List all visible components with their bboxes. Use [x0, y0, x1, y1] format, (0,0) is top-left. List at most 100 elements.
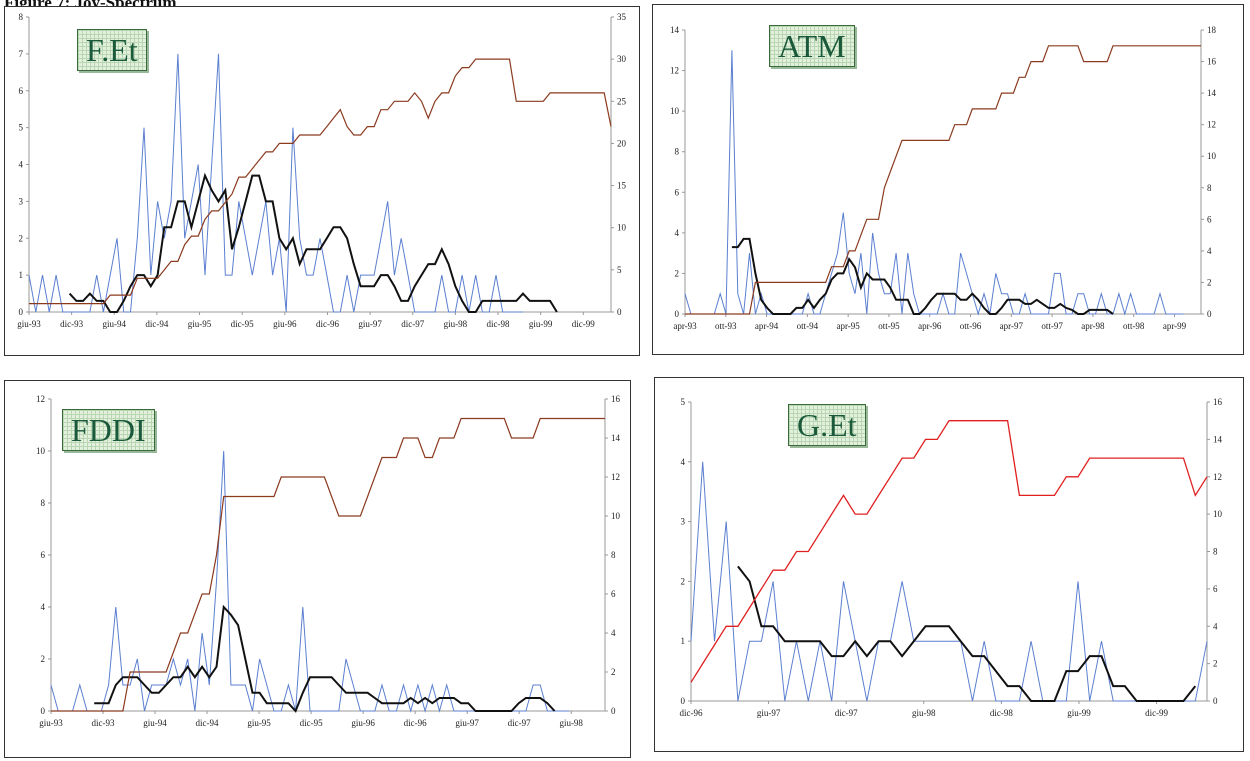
xtick-label: dic-99: [572, 319, 595, 329]
xtick-label: dic-95: [231, 319, 254, 329]
ytick-left-label: 12: [36, 394, 45, 404]
xtick-label: dic-96: [680, 708, 703, 718]
ytick-right-label: 14: [611, 433, 621, 443]
ytick-left-label: 10: [670, 106, 680, 116]
ytick-left-label: 0: [41, 706, 46, 716]
ytick-right-label: 14: [1207, 88, 1217, 98]
ytick-left-label: 2: [41, 654, 46, 664]
ytick-left-label: 14: [670, 25, 680, 35]
ytick-right-label: 16: [611, 394, 621, 404]
xtick-label: giu-95: [188, 319, 212, 329]
xtick-label: apr-97: [1000, 321, 1024, 331]
xtick-label: apr-93: [673, 321, 697, 331]
ytick-left-label: 12: [670, 66, 679, 76]
ytick-right-label: 14: [1213, 434, 1223, 444]
series-line-cum_red: [690, 420, 1208, 683]
ytick-left-label: 7: [19, 49, 24, 59]
xtick-label: apr-96: [918, 321, 942, 331]
xtick-label: dic-94: [145, 319, 168, 329]
ytick-right-label: 5: [617, 265, 622, 275]
xtick-label: giu-94: [103, 319, 127, 329]
xtick-label: giu-96: [273, 319, 297, 329]
ytick-left-label: 2: [675, 268, 680, 278]
xtick-label: giu-97: [455, 718, 479, 728]
xtick-label: ott-94: [797, 321, 819, 331]
ytick-left-label: 1: [19, 270, 24, 280]
ytick-left-label: 4: [19, 160, 24, 170]
ytick-left-label: 5: [681, 397, 686, 407]
ytick-right-label: 6: [611, 589, 616, 599]
xtick-label: ott-93: [715, 321, 737, 331]
ytick-right-label: 12: [611, 472, 620, 482]
ytick-right-label: 16: [1213, 397, 1223, 407]
ytick-left-label: 0: [19, 307, 24, 317]
series-line-avg: [68, 172, 558, 313]
ytick-right-label: 10: [1207, 151, 1217, 161]
xtick-label: apr-94: [755, 321, 779, 331]
ytick-right-label: 0: [1213, 696, 1218, 706]
xtick-label: dic-93: [60, 319, 83, 329]
ytick-right-label: 8: [611, 550, 616, 560]
xtick-label: dic-98: [990, 708, 1013, 718]
ytick-left-label: 2: [681, 576, 686, 586]
ytick-right-label: 2: [1213, 659, 1218, 669]
ytick-right-label: 4: [1207, 246, 1212, 256]
ytick-left-label: 1: [681, 636, 686, 646]
ytick-right-label: 2: [1207, 277, 1212, 287]
chart-title-fddi: FDDI: [62, 409, 155, 451]
ytick-right-label: 6: [1213, 584, 1218, 594]
ytick-left-label: 6: [675, 187, 680, 197]
ytick-left-label: 0: [675, 309, 680, 319]
xtick-label: dic-95: [300, 718, 323, 728]
series-line-monthly: [690, 461, 1208, 702]
ytick-right-label: 18: [1207, 25, 1217, 35]
xtick-label: apr-99: [1163, 321, 1187, 331]
ytick-right-label: 10: [617, 223, 627, 233]
xtick-label: giu-99: [1067, 708, 1091, 718]
xtick-label: giu-98: [559, 718, 583, 728]
chart-svg-atm: 0 2 4 6 8 10 12 14 0 2 4 6 8 10 12 14 16 18 apr-93 ott-93 ap…: [670, 25, 1217, 331]
series-line-avg: [94, 604, 556, 713]
ytick-right-label: 20: [617, 138, 627, 148]
chart-svg-fet: 0 1 2 3 4 5 6 7 8 0 5 10 15 20 25 30 35 giu-93 dic-93 giu-9…: [17, 12, 627, 329]
xtick-label: dic-97: [508, 718, 531, 728]
chart-title-get: G.Et: [788, 404, 866, 446]
ytick-right-label: 35: [617, 12, 627, 22]
series-line-monthly: [50, 450, 569, 713]
ytick-right-label: 2: [611, 667, 616, 677]
ytick-left-label: 3: [19, 196, 24, 206]
chart-title-fet: F.Et: [77, 29, 147, 71]
chart-title-atm: ATM: [769, 25, 855, 67]
xtick-label: dic-96: [316, 319, 339, 329]
ytick-right-label: 10: [611, 511, 621, 521]
ytick-left-label: 6: [41, 550, 46, 560]
chart-svg-fddi: 0 2 4 6 8 10 12 0 2 4 6 8 10 12 14 16 giu-93 dic-93 giu-94…: [36, 394, 621, 728]
ytick-right-label: 0: [617, 307, 622, 317]
ytick-left-label: 8: [41, 498, 46, 508]
xtick-label: giu-93: [39, 718, 63, 728]
xtick-label: dic-94: [196, 718, 219, 728]
chart-panel-atm: 0 2 4 6 8 10 12 14 0 2 4 6 8 10 12 14 16 18 apr-93 ott-93 ap…: [652, 4, 1244, 355]
ytick-right-label: 4: [611, 628, 616, 638]
ytick-left-label: 10: [36, 446, 46, 456]
series-line-cum_brown: [685, 45, 1201, 315]
ytick-left-label: 5: [19, 123, 24, 133]
ytick-right-label: 30: [617, 54, 627, 64]
ytick-right-label: 16: [1207, 57, 1217, 67]
xtick-label: giu-97: [358, 319, 382, 329]
ytick-left-label: 8: [19, 12, 24, 22]
xtick-label: giu-95: [247, 718, 271, 728]
xtick-label: ott-98: [1123, 321, 1145, 331]
chart-panel-get: 0 1 2 3 4 5 0 2 4 6 8 10 12 14 16 dic-96 giu-97 dic-97 giu…: [654, 377, 1244, 752]
xtick-label: giu-97: [757, 708, 781, 718]
xtick-label: apr-95: [837, 321, 861, 331]
xtick-label: dic-98: [487, 319, 510, 329]
xtick-label: apr-98: [1081, 321, 1105, 331]
ytick-right-label: 25: [617, 96, 627, 106]
series-line-cum_brown: [29, 58, 612, 305]
series-line-monthly: [28, 53, 523, 313]
ytick-left-label: 4: [41, 602, 46, 612]
xtick-label: ott-96: [960, 321, 982, 331]
ytick-right-label: 0: [611, 706, 616, 716]
